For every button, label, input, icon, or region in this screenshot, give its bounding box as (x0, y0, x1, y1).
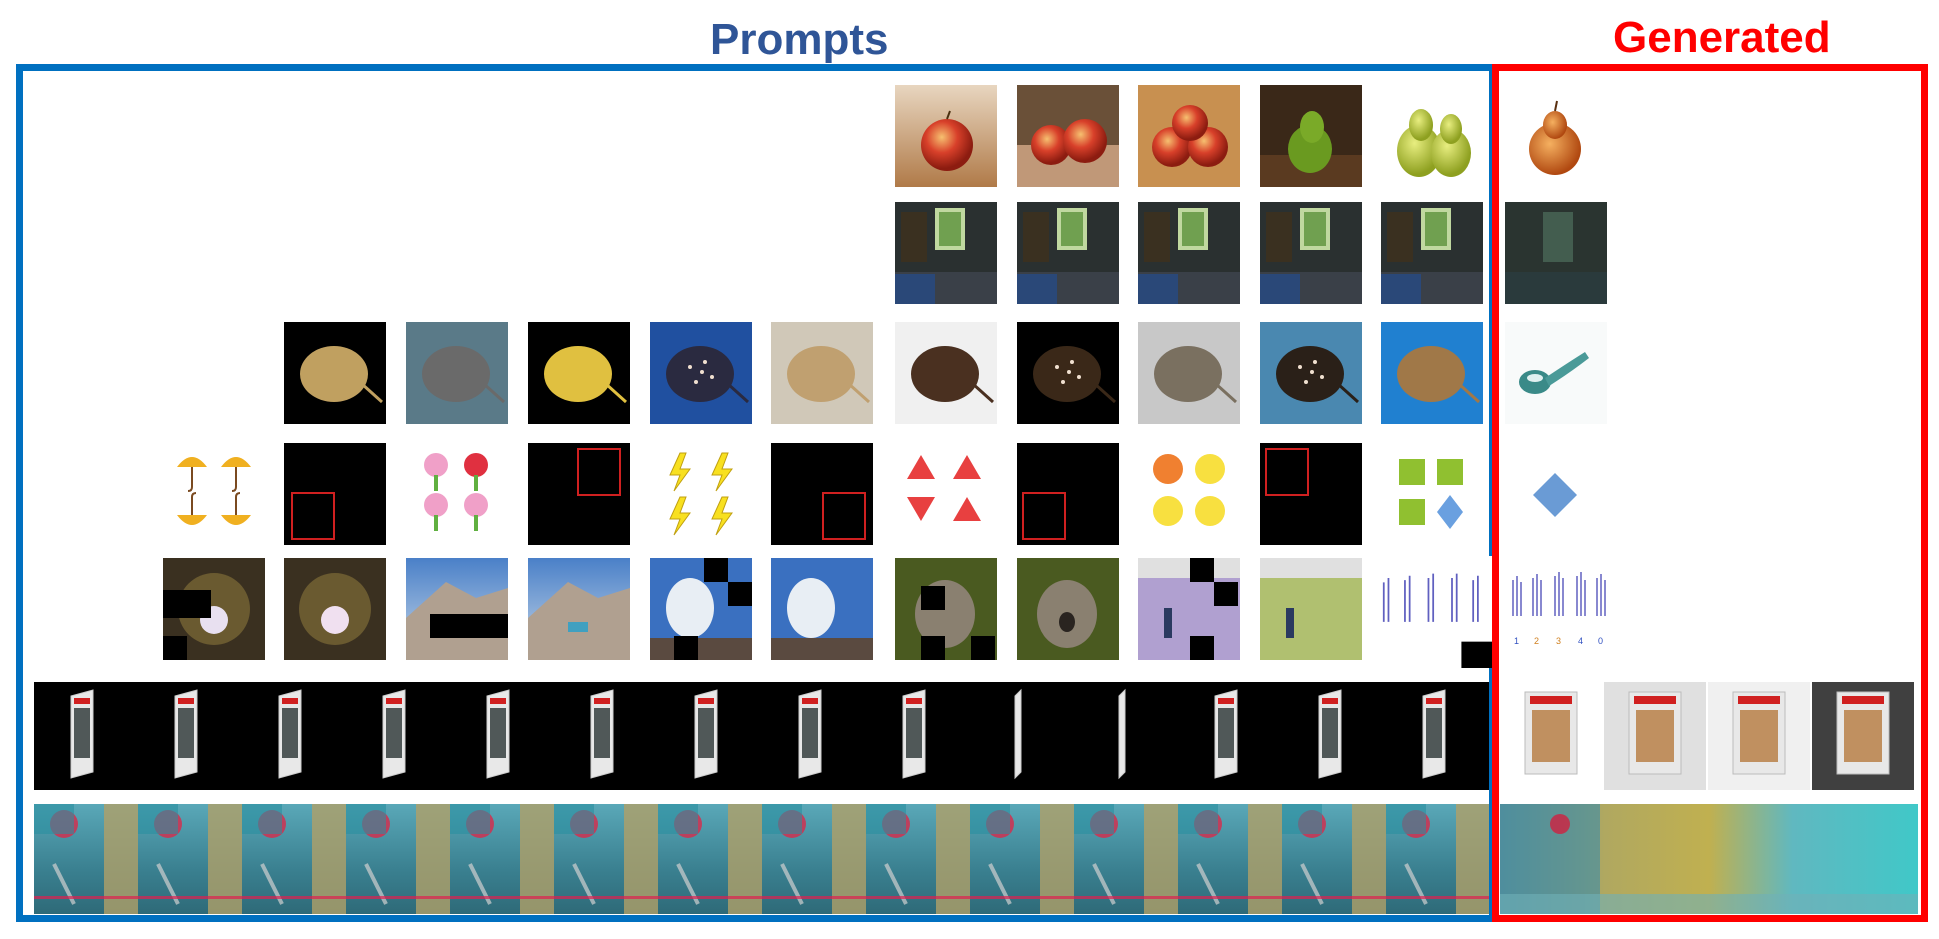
red-box-image (284, 443, 386, 545)
room-image (895, 202, 997, 304)
room-image (1017, 202, 1119, 304)
generated-card-frame (1500, 682, 1602, 790)
sign-digit-3: 3 (1556, 636, 1561, 646)
tunnel-image (284, 558, 386, 660)
card-frame (279, 690, 301, 778)
generated-diamond-image (1505, 443, 1607, 545)
stingray-image (895, 322, 997, 424)
geyser-masked-image (650, 558, 752, 660)
tennis-masked-image (1138, 558, 1240, 660)
generated-card-frame (1812, 682, 1914, 790)
prompts-label: Prompts (710, 18, 888, 62)
stingray-image (406, 322, 508, 424)
video-prompt-strip (34, 804, 1489, 914)
video-generated-strip (1500, 804, 1918, 914)
generated-label: Generated (1613, 16, 1831, 60)
stingray-image (771, 322, 873, 424)
stingray-image (1017, 322, 1119, 424)
room-image (1381, 202, 1483, 304)
red-box-image (1017, 443, 1119, 545)
two-pears-image (1381, 85, 1483, 187)
mountain-masked-image (406, 558, 508, 660)
sign-language-masked-image (1372, 556, 1492, 668)
room-image (1138, 202, 1240, 304)
generated-sign-language-image: 1 2 3 4 0 (1505, 556, 1615, 666)
card-frame (175, 690, 197, 778)
two-apples-image (1017, 85, 1119, 187)
apple-image (895, 85, 997, 187)
lightning-image (650, 443, 752, 545)
tennis-image (1260, 558, 1362, 660)
red-box-image (1260, 443, 1362, 545)
card-frame (903, 690, 925, 778)
stingray-image (284, 322, 386, 424)
tulips-image (406, 443, 508, 545)
tunnel-masked-image (163, 558, 265, 660)
card-frame (591, 690, 613, 778)
card-frame (71, 690, 93, 778)
rotating-card-prompt-strip (34, 682, 1489, 790)
card-frame (1319, 690, 1341, 778)
sign-digit-1: 1 (1514, 636, 1519, 646)
generated-card-frame (1604, 682, 1706, 790)
stingray-image (1260, 322, 1362, 424)
stingray-image (1381, 322, 1483, 424)
card-frame (383, 690, 405, 778)
squares-diamond-image (1381, 443, 1483, 545)
koala-image (1017, 558, 1119, 660)
triangles-image (895, 443, 997, 545)
green-pear-image (1260, 85, 1362, 187)
card-frame (799, 690, 821, 778)
three-apples-image (1138, 85, 1240, 187)
sign-digit-4: 4 (1578, 636, 1583, 646)
generated-pear-image (1505, 85, 1607, 187)
card-frame (1215, 690, 1237, 778)
card-frame (487, 690, 509, 778)
umbrellas-image (163, 443, 265, 545)
red-box-image (771, 443, 873, 545)
generated-card-frame (1708, 682, 1810, 790)
koala-masked-image (895, 558, 997, 660)
generated-room-image (1505, 202, 1607, 304)
geyser-image (771, 558, 873, 660)
stingray-image (1138, 322, 1240, 424)
red-box-image (528, 443, 630, 545)
generated-teal-object-image (1505, 322, 1607, 424)
sign-digit-2: 2 (1534, 636, 1539, 646)
circles-image (1138, 443, 1240, 545)
mountain-image (528, 558, 630, 660)
rotating-card-generated-strip (1500, 682, 1918, 790)
stingray-image (650, 322, 752, 424)
stingray-image (528, 322, 630, 424)
sign-digit-0: 0 (1598, 636, 1603, 646)
card-frame (1015, 690, 1021, 778)
card-frame (1119, 690, 1125, 778)
card-frame (1423, 690, 1445, 778)
card-frame (695, 690, 717, 778)
room-image (1260, 202, 1362, 304)
